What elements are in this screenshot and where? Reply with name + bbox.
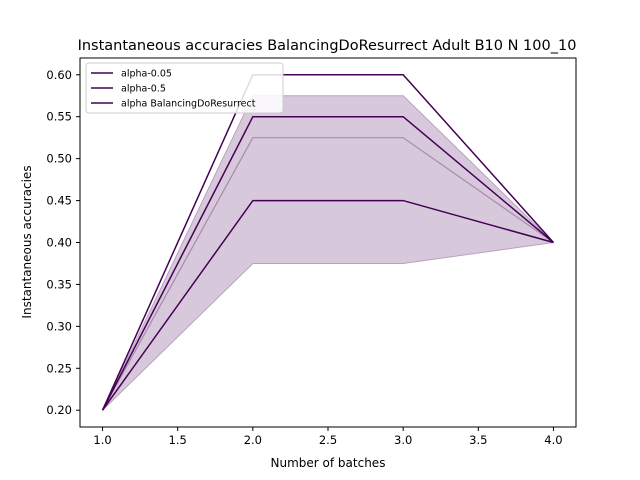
series-line-2 [101,199,554,411]
band-fill [102,95,554,411]
y-tick-label: 0.50 [46,152,72,166]
y-tick-label: 0.55 [46,110,72,124]
x-tick-label: 2.5 [319,433,337,447]
y-axis-label: Instantaneous accuracies [20,165,34,318]
y-tick-label: 0.35 [46,277,72,291]
y-tick-label: 0.40 [46,236,72,250]
y-axis-ticks: 0.20 0.25 0.30 0.35 0.40 0.45 0.50 0.55 0.60 [46,68,80,417]
series-line-1 [101,115,554,411]
series-line-0 [101,74,555,411]
x-tick-label: 1.0 [93,433,111,447]
y-tick-label: 0.60 [46,68,72,82]
legend-label-alpha-0.05: alpha-0.05 [121,69,172,80]
band-mean-line [102,137,554,411]
accuracy-band [102,95,554,411]
legend-label-alpha-balancing: alpha BalancingDoResurrect [121,99,256,110]
y-tick-label: 0.20 [46,403,72,417]
series-lines [101,74,555,411]
x-tick-label: 3.5 [469,433,487,447]
y-tick-label: 0.45 [46,194,72,208]
chart-title: Instantaneous accuracies BalancingDoResu… [78,38,577,54]
x-axis-ticks: 1.0 1.5 2.0 2.5 3.0 3.5 4.0 [93,427,563,447]
legend: alpha-0.05 alpha-0.5 alpha BalancingDoRe… [85,62,284,114]
x-tick-label: 3.0 [394,433,412,447]
x-tick-label: 1.5 [169,433,187,447]
x-tick-label: 2.0 [244,433,262,447]
band-lower-edge [102,242,554,411]
x-tick-label: 4.0 [544,433,562,447]
band-upper-edge [102,95,554,411]
x-axis-label: Number of batches [271,456,386,470]
y-tick-label: 0.30 [46,319,72,333]
legend-label-alpha-0.5: alpha-0.5 [121,84,166,95]
legend-box [85,62,284,114]
y-tick-label: 0.25 [46,361,72,375]
